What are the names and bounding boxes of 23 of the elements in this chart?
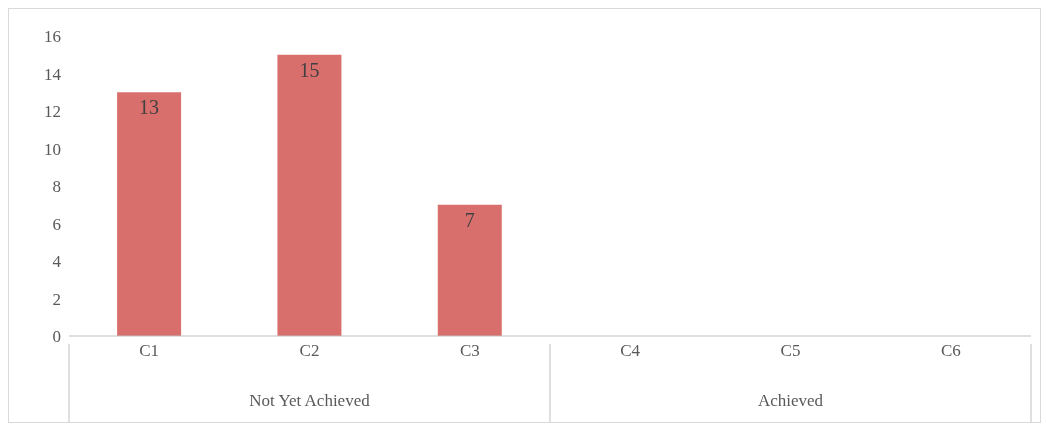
y-tick-label: 8 [52,177,61,197]
x-tick-label: C6 [940,341,961,361]
data-label: 15 [299,58,320,81]
x-tick-label: C1 [139,341,160,361]
bar [277,54,342,336]
y-tick-label: 10 [44,139,61,159]
y-tick-label: 14 [44,64,62,84]
y-tick-label: 6 [52,214,61,234]
y-tick-label: 0 [52,327,61,347]
x-tick-label: C5 [780,341,801,361]
bar [117,92,182,336]
text: Achieved [757,391,824,410]
x-tick-label: C3 [459,341,480,361]
x-tick-label: C4 [620,341,641,361]
text: Not Yet Achieved [249,391,371,410]
data-label: 13 [139,96,160,119]
data-label: 7 [464,208,475,231]
y-tick-label: 4 [52,252,62,272]
x-tick-label: C2 [299,341,320,361]
y-tick-label: 16 [44,27,61,47]
y-tick-label: 2 [52,289,61,309]
y-tick-label: 12 [44,102,61,122]
bar [437,204,502,336]
